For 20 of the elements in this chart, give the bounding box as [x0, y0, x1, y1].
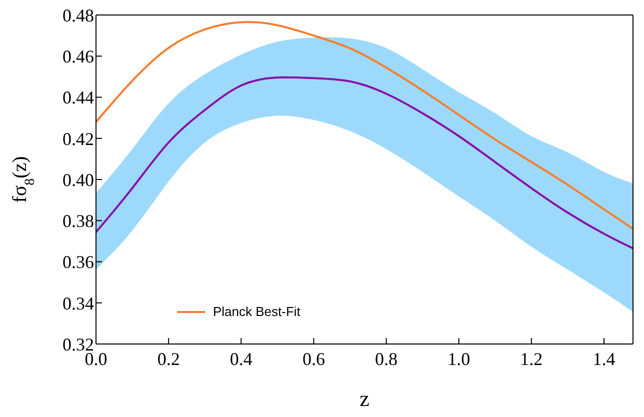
- x-axis-title: z: [360, 386, 370, 411]
- y-tick-label: 0.48: [62, 5, 94, 26]
- x-tick-label: 1.4: [592, 348, 616, 369]
- x-tick-label: 0.8: [375, 348, 398, 369]
- y-tick-label: 0.38: [62, 211, 94, 232]
- y-tick-label: 0.32: [62, 334, 94, 354]
- legend-label: Planck Best-Fit: [213, 304, 300, 319]
- x-tick-label: 1.2: [520, 348, 543, 369]
- y-tick-label: 0.42: [62, 128, 94, 149]
- x-tick-label: 0.6: [302, 348, 325, 369]
- y-tick-label: 0.44: [62, 88, 94, 108]
- y-tick-label: 0.34: [62, 293, 94, 314]
- x-tick-label: 0.2: [157, 348, 180, 369]
- x-tick-label: 1.0: [448, 348, 470, 369]
- y-tick-label: 0.40: [62, 170, 94, 190]
- line-series: [96, 21, 633, 230]
- y-tick-label: 0.36: [62, 252, 94, 272]
- y-tick-label: 0.46: [62, 46, 94, 67]
- x-tick-label: 0.4: [230, 348, 252, 369]
- line-series: [96, 76, 633, 250]
